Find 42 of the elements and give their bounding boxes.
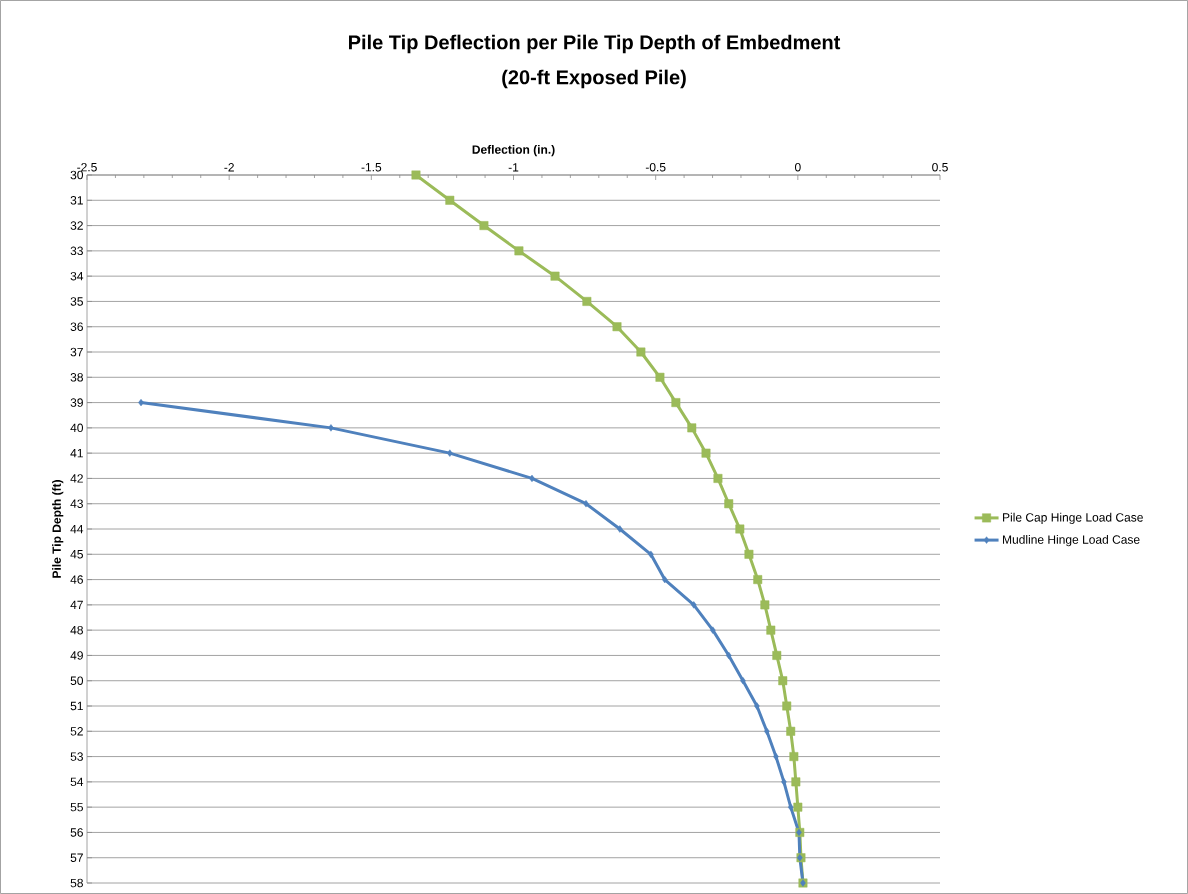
y-tick-label: 38 bbox=[70, 373, 83, 382]
y-tick-label: 58 bbox=[70, 878, 83, 888]
y-tick-label: 52 bbox=[70, 727, 83, 736]
y-tick-label: 43 bbox=[70, 499, 83, 508]
y-tick-label: 56 bbox=[70, 828, 83, 837]
y-tick-label: 55 bbox=[70, 802, 83, 812]
y-tick-label: 41 bbox=[70, 449, 83, 458]
y-tick-label: 40 bbox=[70, 423, 84, 433]
y-tick-label: 32 bbox=[70, 221, 83, 230]
chart-subtitle: (20-ft Exposed Pile) bbox=[502, 69, 686, 89]
y-tick-label: 36 bbox=[70, 322, 83, 331]
legend-label: Pile Cap Hinge Load Case bbox=[1003, 512, 1143, 524]
y-tick-label: 54 bbox=[70, 777, 84, 787]
x-tick-label: -2 bbox=[224, 163, 234, 172]
x-tick-label: -0.5 bbox=[645, 162, 666, 172]
x-tick-label: 0.5 bbox=[932, 162, 948, 172]
y-tick-label: 37 bbox=[70, 347, 83, 357]
x-tick-label: -1.5 bbox=[361, 163, 382, 172]
y-tick-label: 39 bbox=[70, 398, 83, 407]
legend-label: Mudline Hinge Load Case bbox=[1003, 534, 1140, 547]
y-tick-label: 53 bbox=[70, 752, 83, 761]
y-tick-label: 35 bbox=[70, 297, 83, 306]
y-tick-label: 50 bbox=[70, 676, 84, 685]
y-tick-label: 51 bbox=[70, 701, 83, 711]
y-tick-label: 47 bbox=[70, 600, 83, 609]
y-tick-label: 46 bbox=[70, 575, 83, 584]
x-tick-label: 0 bbox=[794, 162, 801, 172]
x-tick-label: -1 bbox=[508, 163, 519, 172]
y-tick-label: 34 bbox=[70, 271, 84, 281]
y-tick-label: 42 bbox=[70, 474, 83, 483]
y-tick-label: 44 bbox=[70, 524, 84, 534]
y-tick-label: 49 bbox=[70, 651, 83, 660]
x-axis-title: Deflection (in.) bbox=[472, 144, 555, 157]
y-axis-title: Pile Tip Depth (ft) bbox=[52, 480, 64, 578]
y-tick-label: 33 bbox=[70, 246, 83, 256]
chart-title: Pile Tip Deflection per Pile Tip Depth of Embedment bbox=[349, 34, 841, 54]
y-tick-label: 57 bbox=[70, 853, 83, 862]
y-tick-label: 31 bbox=[70, 196, 83, 205]
y-tick-label: 30 bbox=[70, 170, 84, 180]
y-tick-label: 45 bbox=[70, 550, 83, 559]
x-tick-label: -2.5 bbox=[77, 162, 97, 172]
y-tick-label: 48 bbox=[70, 625, 83, 635]
